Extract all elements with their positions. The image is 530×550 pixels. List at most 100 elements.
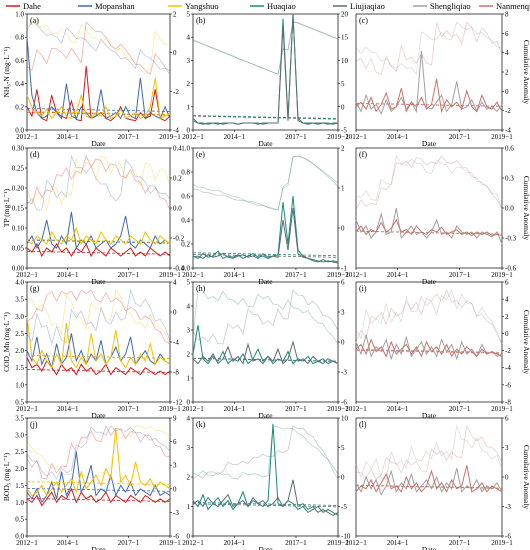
series-line-liujiaqiao [192, 207, 339, 264]
series-line-dahe [26, 487, 171, 507]
y-tick-label: 0.25 [12, 165, 25, 173]
cumulative-anomaly-line [355, 21, 503, 76]
y2-tick-label: 0 [173, 485, 177, 493]
y2-tick-label: 0.3 [505, 175, 514, 183]
cumulative-anomaly-line [355, 424, 503, 480]
y-tick-label: 4 [187, 303, 191, 311]
series-line-yangshuo [26, 428, 171, 497]
y2-tick-label: 9 [173, 415, 177, 423]
y-tick-label: 0.8 [15, 34, 24, 42]
panel-l: (l) -6 -3 0 3 6 Cumulative Anomaly 2012−1 2014−1… [345, 415, 530, 550]
cumulative-anomaly-line [26, 289, 171, 345]
x-tick-label: 2019−1 [491, 405, 513, 413]
series-line-liujiaqiao [192, 13, 338, 125]
x-tick-label: 2017−1 [118, 405, 140, 413]
trend-line [355, 485, 503, 489]
x-tick-label: 2012−1 [16, 271, 38, 279]
y2-tick-label: 0 [341, 474, 345, 482]
x-tick-label: 2019−1 [159, 133, 181, 141]
x-tick-label: 2012−1 [182, 133, 204, 141]
y-tick-label: 0.05 [12, 245, 25, 253]
panel-i: (i) -8 -6 -4 -2 0 2 4 6 Cumulative Anomaly 2012−1 2… [345, 279, 530, 421]
y-tick-label: 0.5 [15, 516, 24, 524]
panel-letter: (a) [30, 16, 39, 25]
y2-axis-label: Cumulative Anomaly [522, 40, 530, 105]
y-tick-label: 0.2 [15, 103, 24, 111]
y-tick-label: 4 [187, 34, 191, 42]
y2-tick-label: 6 [505, 279, 509, 287]
series-line-yangshuo [26, 226, 171, 246]
y-tick-label: 3.5 [15, 296, 24, 304]
panel-d: (d) 0.00 0.05 0.10 0.15 0.20 0.25 0.30 -0.4 -0.2 0… [2, 145, 185, 287]
y2-tick-label: -5 [341, 127, 347, 135]
x-tick-label: 2014−1 [387, 271, 409, 279]
y-tick-label: 4.0 [15, 279, 24, 287]
y-tick-label: 0.2 [181, 241, 190, 249]
y-tick-label: 5 [187, 279, 191, 287]
x-axis-label: Date [258, 545, 273, 550]
y2-tick-label: 2 [341, 145, 345, 153]
legend-label: Yangshuo [185, 1, 219, 11]
trend-line [192, 115, 339, 119]
x-tick-label: 2014−1 [57, 405, 79, 413]
x-tick-label: 2017−1 [118, 133, 140, 141]
y-tick-label: 3.5 [15, 415, 24, 423]
y2-tick-label: -6 [341, 399, 347, 407]
y-tick-label: 0.15 [12, 205, 25, 213]
series-line-nanmenqiao [355, 78, 503, 114]
y2-tick-label: 3 [173, 462, 177, 470]
y2-tick-label: 6 [341, 279, 345, 287]
y2-tick-label: -0.4 [173, 265, 185, 273]
x-tick-label: 2019−1 [327, 405, 349, 413]
x-tick-label: 2017−1 [285, 539, 307, 547]
trend-line [355, 230, 503, 235]
x-tick-label: 2019−1 [159, 405, 181, 413]
y2-tick-label: 0 [173, 309, 177, 317]
x-axis-label: Date [91, 139, 106, 148]
panel-letter: (f) [359, 150, 367, 159]
cumulative-anomaly-line [26, 21, 171, 75]
y-tick-label: 1.5 [15, 364, 24, 372]
y-tick-label: 0.6 [15, 57, 24, 65]
trend-line [26, 108, 171, 112]
x-axis-label: Date [91, 545, 106, 550]
cumulative-anomaly-line [192, 21, 339, 75]
trend-line [26, 111, 171, 116]
y2-tick-label: -3 [341, 369, 347, 377]
x-axis-label: Date [91, 411, 106, 420]
y2-tick-label: 0.2 [173, 175, 182, 183]
series-line-huaqiao [192, 325, 339, 365]
y-tick-label: 0.0 [181, 265, 190, 273]
trend-line [355, 349, 503, 354]
y2-tick-label: 0.6 [505, 145, 514, 153]
trend-line [192, 115, 339, 120]
y2-tick-label: -4 [505, 127, 511, 135]
x-tick-label: 2014−1 [387, 133, 409, 141]
plot-frame [26, 281, 171, 403]
panel-g: (g) 0.5 1.0 1.5 2.0 2.5 3.0 3.5 4.0 -12 -8 -4 0 4 COD_… [2, 279, 183, 421]
panel-f: (f) -0.6 -0.3 0.0 0.3 0.6 Cumulative Anomaly 20… [345, 145, 530, 287]
cumulative-anomaly-line [26, 288, 171, 346]
x-axis-label: Date [422, 411, 437, 420]
y2-tick-label: -12 [173, 399, 183, 407]
y-tick-label: 0.0 [15, 127, 24, 135]
panel-letter: (i) [359, 284, 367, 293]
y-tick-label: 1 [187, 375, 191, 383]
y2-tick-label: 0 [505, 330, 509, 338]
y-axis-label: BOD₅ (mg·L⁻¹) [2, 452, 11, 501]
cumulative-anomaly-line [192, 289, 339, 345]
trend-line [26, 498, 171, 502]
x-tick-label: 2017−1 [118, 271, 140, 279]
y-tick-label: 5 [187, 11, 191, 19]
cumulative-anomaly-line [26, 21, 171, 75]
series-line-dahe [26, 242, 171, 258]
y-tick-label: 0.30 [12, 145, 25, 153]
y-tick-label: 0.4 [15, 80, 24, 88]
y2-tick-label: 6 [505, 30, 509, 38]
plot-frame [26, 13, 171, 131]
x-tick-label: 2014−1 [57, 271, 79, 279]
y2-tick-label: -8 [173, 369, 179, 377]
y-tick-label: 2.0 [15, 465, 24, 473]
y2-tick-label: -2 [505, 107, 511, 115]
